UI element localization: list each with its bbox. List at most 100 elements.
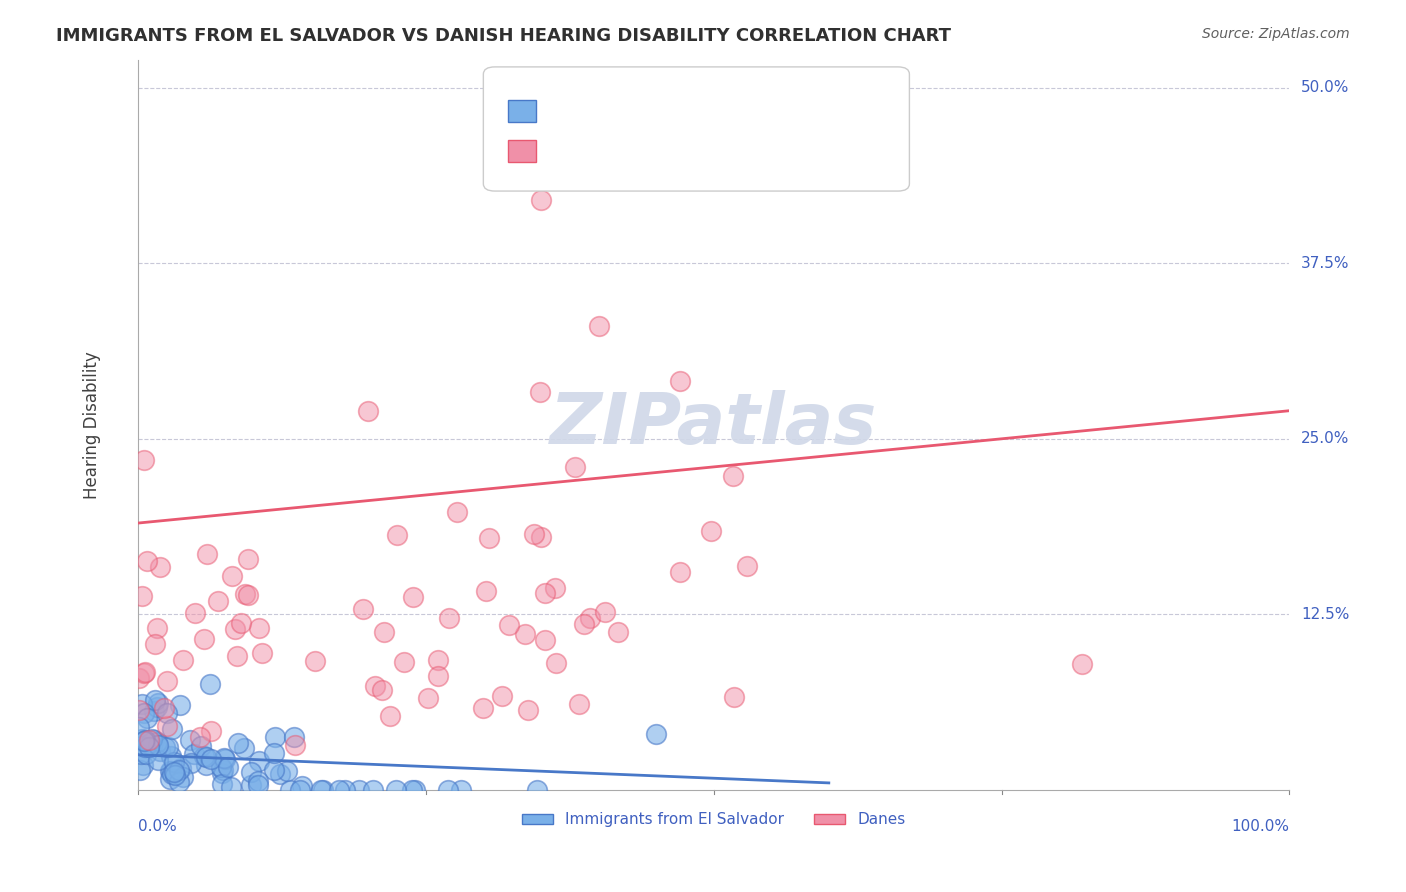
Point bbox=[157, 739, 180, 754]
Point bbox=[312, 783, 335, 797]
Point bbox=[304, 654, 326, 668]
Point bbox=[247, 778, 270, 792]
Point bbox=[179, 733, 201, 747]
Point bbox=[533, 585, 555, 599]
Point bbox=[143, 692, 166, 706]
Point bbox=[128, 703, 150, 717]
Point bbox=[209, 760, 232, 774]
Point bbox=[167, 763, 190, 777]
Point bbox=[233, 587, 256, 601]
Point bbox=[138, 733, 160, 747]
Point bbox=[167, 775, 190, 789]
Point bbox=[240, 778, 263, 792]
Point bbox=[491, 689, 513, 703]
Text: R =  0.393   N = 75: R = 0.393 N = 75 bbox=[517, 144, 692, 159]
Point bbox=[606, 624, 628, 639]
Point bbox=[263, 763, 285, 777]
Point bbox=[190, 739, 212, 753]
Point bbox=[139, 737, 162, 751]
Point bbox=[198, 677, 221, 691]
Point bbox=[523, 526, 546, 541]
Point bbox=[446, 505, 468, 519]
Point bbox=[515, 627, 537, 641]
Point bbox=[472, 700, 495, 714]
Point bbox=[156, 719, 179, 733]
Point bbox=[134, 739, 156, 754]
Point bbox=[544, 582, 567, 596]
Point bbox=[131, 589, 153, 603]
Point bbox=[195, 758, 218, 772]
Point bbox=[214, 752, 236, 766]
Point bbox=[155, 673, 177, 688]
Text: Hearing Disability: Hearing Disability bbox=[83, 351, 101, 499]
Point bbox=[145, 735, 167, 749]
Point bbox=[132, 733, 155, 747]
Point bbox=[263, 746, 285, 760]
Point bbox=[136, 554, 159, 568]
Point bbox=[200, 752, 222, 766]
Point bbox=[159, 764, 181, 778]
Point bbox=[131, 697, 153, 711]
Point bbox=[328, 783, 350, 797]
Point bbox=[159, 772, 181, 787]
Point bbox=[128, 764, 150, 778]
Point bbox=[134, 665, 156, 679]
Point bbox=[309, 783, 332, 797]
Point bbox=[278, 783, 301, 797]
FancyBboxPatch shape bbox=[508, 140, 536, 161]
Point bbox=[385, 527, 408, 541]
FancyBboxPatch shape bbox=[484, 67, 910, 191]
Point bbox=[427, 652, 450, 666]
Point bbox=[404, 783, 426, 797]
Point bbox=[236, 588, 259, 602]
Point bbox=[163, 768, 186, 782]
Point bbox=[131, 732, 153, 747]
Point bbox=[530, 193, 553, 207]
Point bbox=[160, 764, 183, 778]
Point bbox=[132, 706, 155, 720]
Point bbox=[437, 783, 460, 797]
Point bbox=[207, 594, 229, 608]
Point bbox=[172, 770, 194, 784]
Text: IMMIGRANTS FROM EL SALVADOR VS DANISH HEARING DISABILITY CORRELATION CHART: IMMIGRANTS FROM EL SALVADOR VS DANISH HE… bbox=[56, 27, 952, 45]
Point bbox=[128, 720, 150, 734]
FancyBboxPatch shape bbox=[508, 100, 536, 121]
Point bbox=[172, 653, 194, 667]
Point bbox=[373, 625, 395, 640]
Point bbox=[529, 385, 551, 400]
Point bbox=[269, 767, 291, 781]
Point bbox=[290, 783, 312, 797]
Text: R = -0.530   N = 89: R = -0.530 N = 89 bbox=[517, 103, 692, 119]
Point bbox=[284, 739, 307, 753]
Text: 0.0%: 0.0% bbox=[138, 819, 177, 834]
Point bbox=[401, 783, 423, 797]
Point bbox=[156, 706, 179, 720]
Legend: Immigrants from El Salvador, Danes: Immigrants from El Salvador, Danes bbox=[516, 806, 911, 833]
Point bbox=[193, 632, 215, 646]
Point bbox=[170, 761, 193, 775]
Point bbox=[155, 740, 177, 755]
Point bbox=[516, 703, 538, 717]
Point bbox=[132, 666, 155, 681]
Point bbox=[534, 632, 557, 647]
Point bbox=[588, 319, 610, 334]
Point bbox=[162, 767, 184, 781]
Point bbox=[247, 773, 270, 788]
Point bbox=[564, 459, 586, 474]
Point bbox=[141, 731, 163, 746]
Point bbox=[194, 750, 217, 764]
Text: Source: ZipAtlas.com: Source: ZipAtlas.com bbox=[1202, 27, 1350, 41]
Point bbox=[593, 605, 616, 619]
Point bbox=[169, 698, 191, 712]
Point bbox=[735, 559, 758, 574]
Point bbox=[335, 783, 357, 797]
Point bbox=[163, 755, 186, 769]
Point bbox=[149, 744, 172, 758]
Point bbox=[212, 751, 235, 765]
Point bbox=[221, 569, 243, 583]
Point bbox=[180, 756, 202, 770]
Point bbox=[136, 710, 159, 724]
Point bbox=[357, 403, 380, 417]
Point bbox=[184, 606, 207, 620]
Point bbox=[392, 655, 415, 669]
